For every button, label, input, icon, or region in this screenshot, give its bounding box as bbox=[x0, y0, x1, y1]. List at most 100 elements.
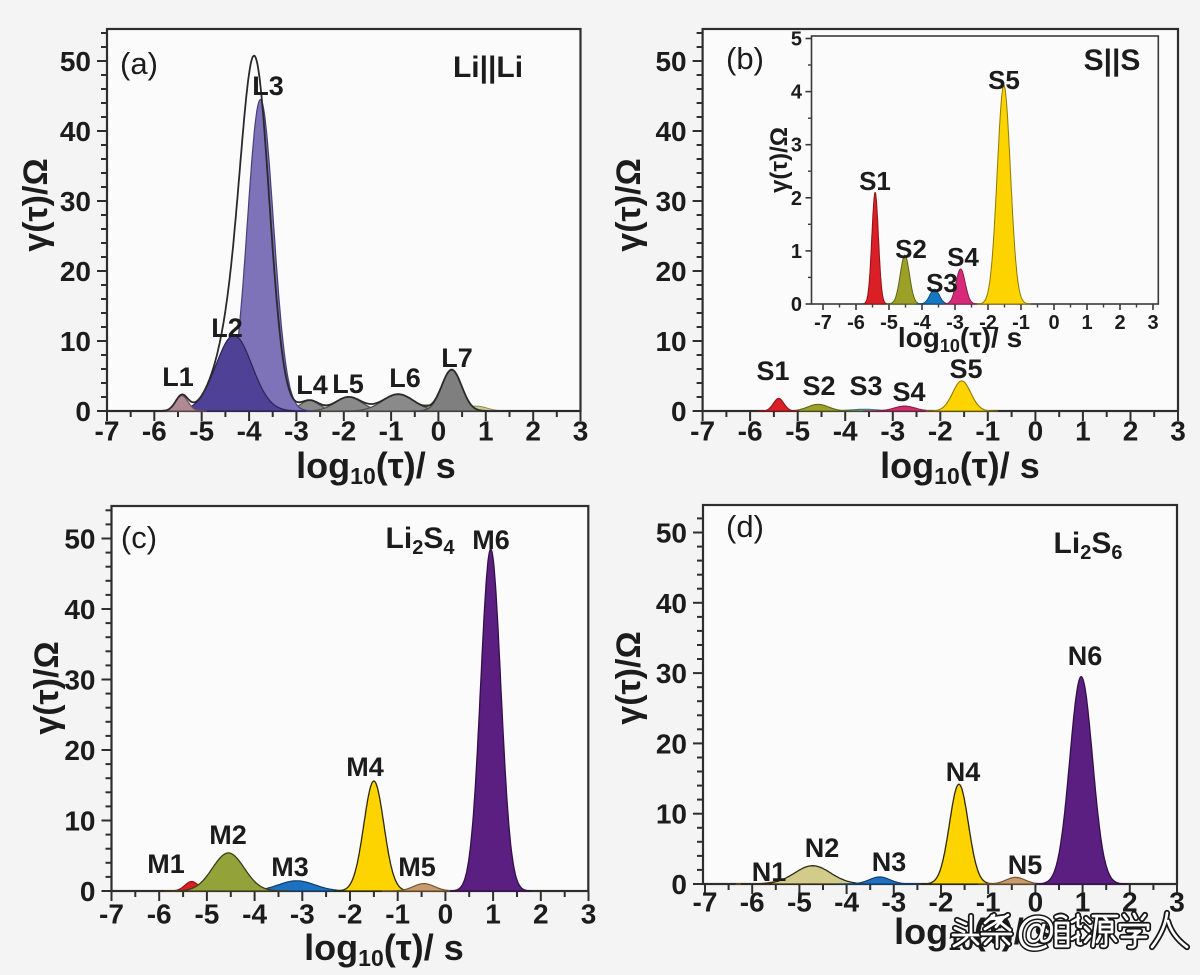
svg-text:0: 0 bbox=[671, 869, 687, 900]
svg-text:@: @ bbox=[1016, 909, 1055, 953]
svg-text:-1: -1 bbox=[975, 416, 1000, 447]
svg-text:-7: -7 bbox=[690, 416, 715, 447]
svg-text:30: 30 bbox=[64, 665, 95, 696]
svg-text:-3: -3 bbox=[880, 416, 905, 447]
svg-text:10: 10 bbox=[656, 799, 687, 830]
svg-text:2: 2 bbox=[1122, 887, 1138, 918]
svg-text:2: 2 bbox=[1114, 312, 1125, 334]
svg-text:-6: -6 bbox=[847, 312, 865, 334]
svg-text:-2: -2 bbox=[331, 416, 356, 447]
svg-text:L2: L2 bbox=[211, 313, 243, 343]
svg-text:-7: -7 bbox=[693, 887, 718, 918]
svg-text:-6: -6 bbox=[142, 416, 167, 447]
svg-text:S5: S5 bbox=[949, 354, 982, 384]
svg-text:20: 20 bbox=[64, 735, 95, 766]
svg-text:L6: L6 bbox=[389, 363, 421, 393]
svg-text:-3: -3 bbox=[946, 312, 964, 334]
svg-text:N4: N4 bbox=[946, 757, 981, 787]
svg-text:L3: L3 bbox=[252, 71, 284, 101]
svg-text:Li2S6: Li2S6 bbox=[1054, 527, 1123, 564]
svg-text:N6: N6 bbox=[1068, 641, 1103, 671]
svg-text:3: 3 bbox=[581, 899, 597, 930]
svg-text:L7: L7 bbox=[441, 343, 473, 373]
svg-text:10: 10 bbox=[60, 326, 91, 357]
svg-text:log10(τ)/ s: log10(τ)/ s bbox=[304, 927, 464, 971]
svg-text:log10(τ)/ s: log10(τ)/ s bbox=[880, 445, 1040, 489]
svg-text:-2: -2 bbox=[928, 416, 953, 447]
svg-text:γ(τ)/Ω: γ(τ)/Ω bbox=[28, 641, 66, 734]
svg-text:1: 1 bbox=[1081, 312, 1092, 334]
svg-text:40: 40 bbox=[60, 116, 91, 147]
svg-text:-1: -1 bbox=[1012, 312, 1030, 334]
svg-text:40: 40 bbox=[655, 116, 686, 147]
svg-text:M3: M3 bbox=[271, 852, 309, 882]
svg-text:log10(τ)/ s: log10(τ)/ s bbox=[296, 445, 456, 489]
svg-text:2: 2 bbox=[525, 416, 541, 447]
svg-text:0: 0 bbox=[438, 899, 454, 930]
svg-text:S2: S2 bbox=[802, 371, 835, 401]
svg-text:1: 1 bbox=[485, 899, 501, 930]
svg-text:L5: L5 bbox=[332, 369, 364, 399]
svg-text:-5: -5 bbox=[785, 416, 810, 447]
svg-text:M2: M2 bbox=[209, 820, 247, 850]
svg-text:30: 30 bbox=[656, 658, 687, 689]
svg-text:0: 0 bbox=[1028, 416, 1044, 447]
svg-text:γ(τ)/Ω: γ(τ)/Ω bbox=[610, 631, 648, 724]
svg-text:2: 2 bbox=[533, 899, 549, 930]
svg-text:40: 40 bbox=[64, 594, 95, 625]
svg-text:M6: M6 bbox=[472, 525, 510, 555]
svg-text:-4: -4 bbox=[237, 416, 262, 447]
svg-text:-7: -7 bbox=[814, 312, 832, 334]
svg-text:-5: -5 bbox=[189, 416, 214, 447]
svg-text:-6: -6 bbox=[738, 416, 763, 447]
svg-text:-7: -7 bbox=[95, 416, 120, 447]
svg-text:0: 0 bbox=[1048, 312, 1059, 334]
svg-text:(d): (d) bbox=[726, 509, 764, 544]
svg-text:S5: S5 bbox=[988, 65, 1020, 95]
svg-text:-1: -1 bbox=[379, 416, 404, 447]
svg-text:3: 3 bbox=[791, 135, 802, 157]
svg-text:γ(τ)/Ω: γ(τ)/Ω bbox=[766, 127, 793, 193]
svg-text:30: 30 bbox=[655, 186, 686, 217]
svg-text:20: 20 bbox=[60, 256, 91, 287]
svg-text:-1: -1 bbox=[976, 887, 1001, 918]
svg-text:50: 50 bbox=[656, 518, 687, 549]
svg-text:2: 2 bbox=[1123, 416, 1139, 447]
svg-text:S3: S3 bbox=[926, 268, 958, 298]
svg-text:N2: N2 bbox=[805, 833, 840, 863]
svg-text:3: 3 bbox=[1147, 312, 1158, 334]
svg-text:γ(τ)/Ω: γ(τ)/Ω bbox=[17, 158, 55, 251]
svg-text:S4: S4 bbox=[892, 377, 925, 407]
svg-text:-5: -5 bbox=[880, 312, 898, 334]
svg-text:-1: -1 bbox=[385, 899, 410, 930]
svg-text:0: 0 bbox=[671, 396, 687, 427]
svg-text:2: 2 bbox=[791, 188, 802, 210]
svg-text:-3: -3 bbox=[290, 899, 315, 930]
svg-text:0: 0 bbox=[431, 416, 447, 447]
svg-text:10: 10 bbox=[655, 326, 686, 357]
svg-text:(b): (b) bbox=[726, 41, 764, 76]
svg-text:Li||Li: Li||Li bbox=[453, 51, 523, 84]
svg-text:L1: L1 bbox=[162, 362, 194, 392]
svg-text:M5: M5 bbox=[398, 852, 436, 882]
svg-text:3: 3 bbox=[1169, 887, 1185, 918]
svg-text:1: 1 bbox=[1075, 416, 1091, 447]
svg-text:3: 3 bbox=[1170, 416, 1186, 447]
svg-text:5: 5 bbox=[791, 29, 802, 51]
svg-text:(a): (a) bbox=[120, 46, 158, 81]
svg-text:20: 20 bbox=[656, 728, 687, 759]
svg-text:-2: -2 bbox=[979, 312, 997, 334]
svg-text:10: 10 bbox=[64, 806, 95, 837]
svg-text:0: 0 bbox=[75, 396, 91, 427]
svg-text:M4: M4 bbox=[346, 752, 384, 782]
svg-text:N3: N3 bbox=[872, 847, 907, 877]
svg-text:-5: -5 bbox=[787, 887, 812, 918]
svg-text:-4: -4 bbox=[834, 887, 859, 918]
svg-text:-5: -5 bbox=[194, 899, 219, 930]
svg-text:L4: L4 bbox=[296, 370, 328, 400]
svg-text:50: 50 bbox=[655, 46, 686, 77]
svg-text:S1: S1 bbox=[756, 356, 789, 386]
svg-text:S3: S3 bbox=[849, 371, 882, 401]
svg-text:-4: -4 bbox=[833, 416, 858, 447]
svg-text:γ(τ)/Ω: γ(τ)/Ω bbox=[610, 158, 648, 251]
